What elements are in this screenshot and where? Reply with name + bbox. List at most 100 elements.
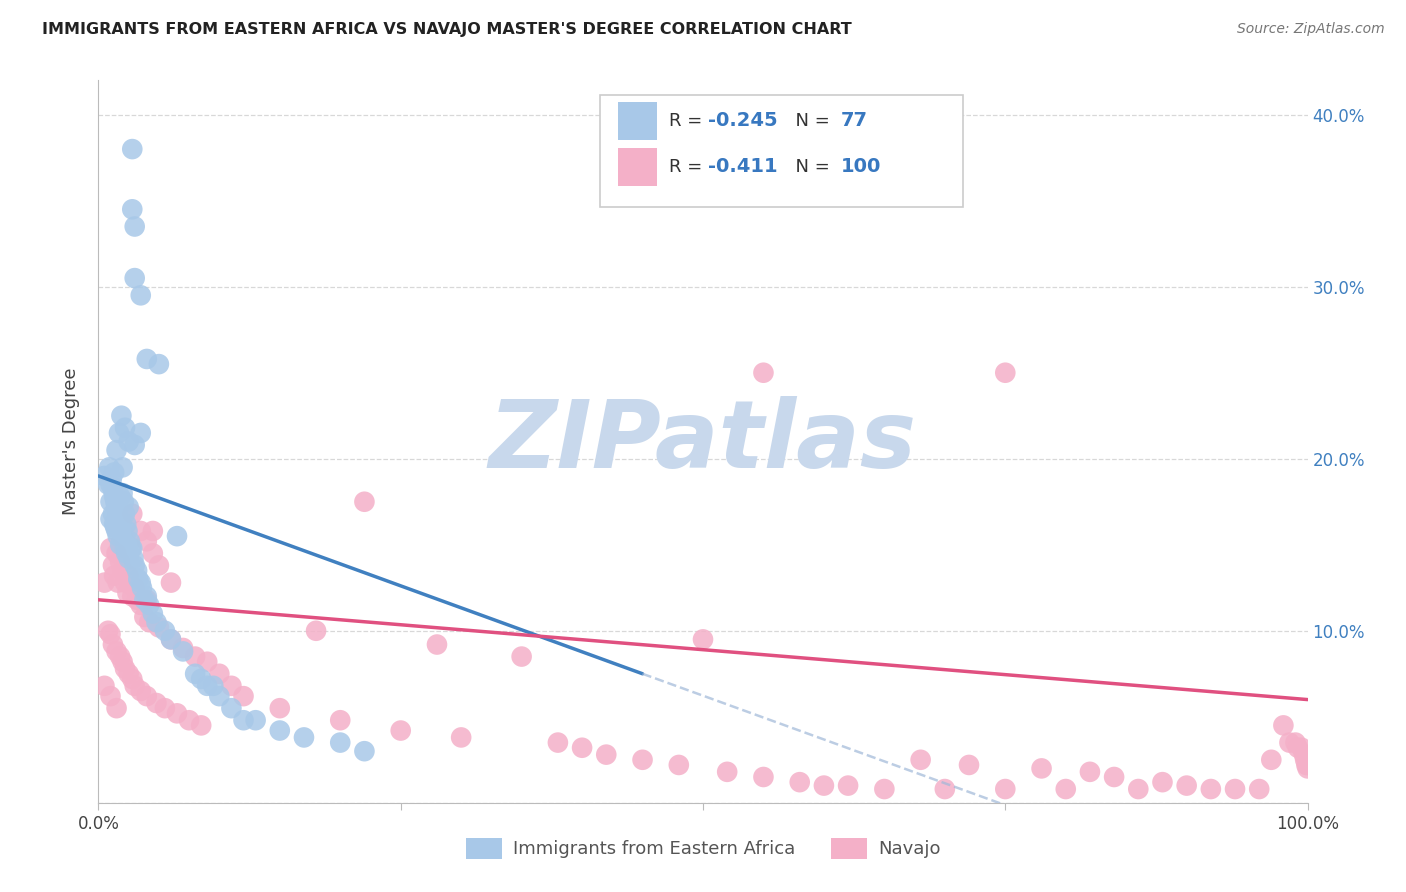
Point [105,644,128,658]
Point [148,558,170,573]
Point [145,615,167,630]
Point [269,701,291,715]
Point [184,666,207,681]
Text: IMMIGRANTS FROM EASTERN AFRICA VS NAVAJO MASTER'S DEGREE CORRELATION CHART: IMMIGRANTS FROM EASTERN AFRICA VS NAVAJO… [42,22,852,37]
Point [129,575,152,590]
Point [353,744,375,758]
Point [135,689,157,703]
Point [668,758,690,772]
Point [108,649,131,664]
Point [114,575,136,590]
Point [105,443,128,458]
Point [105,524,128,538]
Point [160,632,183,647]
Y-axis label: Master's Degree: Master's Degree [62,368,80,516]
Point [129,598,152,612]
Point [166,706,188,721]
Point [1031,761,1053,775]
Text: R =: R = [669,158,709,176]
Point [101,558,124,573]
Point [108,512,131,526]
Point [142,607,165,621]
Point [692,632,714,647]
Point [135,351,157,366]
Point [789,775,811,789]
Point [426,638,449,652]
Point [153,701,176,715]
FancyBboxPatch shape [600,95,963,207]
Point [110,409,132,423]
Point [121,541,143,556]
Text: N =: N = [785,112,835,130]
Point [118,500,141,514]
Point [124,581,146,595]
Point [232,689,254,703]
Point [111,486,134,500]
Text: -0.245: -0.245 [707,112,778,130]
Point [1260,753,1282,767]
Point [100,541,122,556]
Point [104,520,127,534]
Point [121,202,143,217]
Point [100,472,122,486]
Point [121,142,143,156]
Point [1054,782,1077,797]
Point [105,546,128,560]
Point [716,764,738,779]
Point [1286,740,1309,755]
Point [547,735,569,749]
Point [1128,782,1150,797]
Point [450,731,472,745]
Point [145,696,167,710]
Point [1272,718,1295,732]
Point [114,421,136,435]
Point [131,581,153,595]
Text: 100: 100 [841,157,882,177]
Point [329,713,352,727]
Point [1278,735,1301,749]
Point [112,494,135,508]
Text: ZIPatlas: ZIPatlas [489,395,917,488]
Point [195,655,218,669]
Point [118,666,141,681]
Point [107,507,129,521]
Point [121,672,143,686]
Point [1284,735,1306,749]
Point [202,679,225,693]
Point [127,564,149,578]
Point [100,689,122,703]
Point [129,288,152,302]
Point [153,624,176,638]
Text: R =: R = [669,112,709,130]
Point [93,469,115,483]
Point [108,555,131,569]
Point [994,366,1017,380]
Point [100,477,122,491]
Point [160,575,183,590]
Point [100,627,122,641]
Point [190,672,212,686]
Point [957,758,980,772]
Point [124,679,146,693]
Point [292,731,315,745]
Point [1223,782,1246,797]
Point [135,592,157,607]
Point [111,655,134,669]
Point [117,586,139,600]
Point [118,568,141,582]
Point [134,610,156,624]
Point [595,747,617,762]
Point [129,684,152,698]
Point [752,770,775,784]
Point [1249,782,1271,797]
Point [108,425,131,440]
Point [105,701,128,715]
Point [93,575,115,590]
Point [1291,740,1313,755]
Point [1175,779,1198,793]
Point [101,483,124,497]
Point [115,546,138,560]
Point [122,551,145,566]
Point [103,517,125,532]
FancyBboxPatch shape [619,148,657,186]
